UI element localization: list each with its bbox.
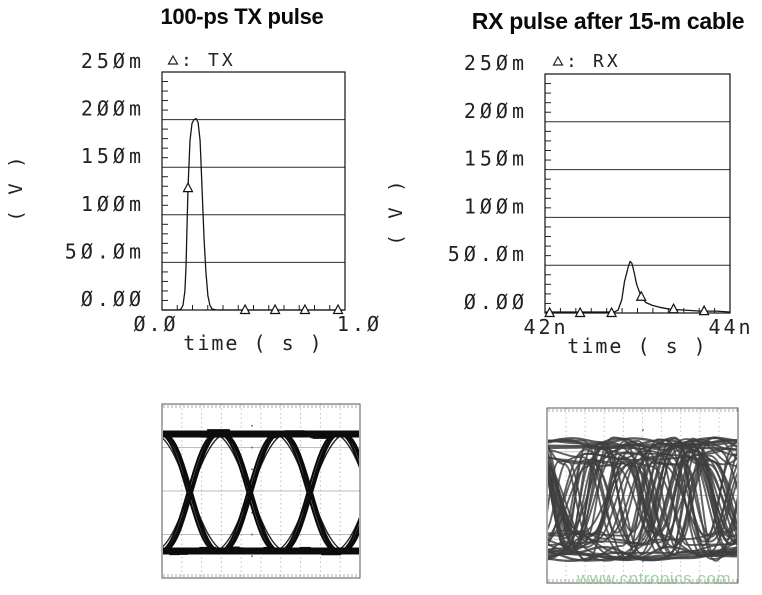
x-axis-label: time ( s ) (567, 334, 707, 358)
y-tick-label: 15Øm (464, 147, 528, 171)
scope-frame (546, 407, 739, 584)
y-tick-label: 25Øm (81, 49, 145, 73)
legend: : TX (167, 50, 236, 71)
x-tick-labels: Ø.Ø 1.Øn (133, 312, 381, 336)
x-tick-label: 42n (523, 315, 568, 339)
legend-label: TX (208, 50, 236, 71)
axis-frame (544, 73, 731, 314)
gridlines (545, 73, 730, 314)
y-tick-label: 2ØØm (81, 97, 145, 121)
data-markers (544, 290, 710, 318)
rx-eye-diagram (546, 407, 739, 584)
scope-frame (161, 403, 361, 579)
y-tick-label: 5Ø.Øm (65, 239, 145, 263)
y-tick-label: 5Ø.Øm (448, 242, 528, 266)
triangle-marker (239, 303, 251, 315)
y-axis-label: ( V ) (385, 178, 407, 245)
eye-traces (548, 436, 737, 563)
tx-pulse-chart: Ø.ØØ 5Ø.Øm 1ØØm 15Øm 2ØØm 25Øm Ø.Ø 1.Øn time ( s… (5, 49, 381, 355)
y-tick-label: Ø.ØØ (464, 290, 528, 314)
watermark: www.cntronics.com (577, 569, 731, 588)
triangle-marker (668, 302, 680, 314)
x-tick-labels: 42n 44n (523, 315, 753, 339)
tick-rows (163, 405, 357, 577)
minor-ticks (162, 81, 331, 310)
tick-rows (548, 409, 738, 582)
y-tick-labels: Ø.ØØ 5Ø.Øm 1ØØm 15Øm 2ØØm 25Øm (65, 49, 145, 311)
triangle-marker (269, 303, 281, 315)
rx-chart-title: RX pulse after 15-m cable (471, 8, 745, 34)
x-tick-label: 44n (708, 315, 753, 339)
y-tick-label: 25Øm (464, 51, 528, 75)
y-tick-label: 15Øm (81, 144, 145, 168)
legend-separator: : (181, 50, 192, 71)
legend-label: RX (593, 51, 621, 72)
legend-triangle-icon (552, 55, 564, 66)
triangle-marker (606, 306, 618, 318)
data-markers (182, 181, 344, 315)
minor-ticks (545, 83, 716, 313)
triangle-marker (182, 181, 194, 193)
x-tick-label: 1.Øn (337, 312, 381, 336)
triangle-marker (574, 306, 586, 318)
triangle-marker (635, 290, 647, 301)
y-tick-labels: Ø.ØØ 5Ø.Øm 1ØØm 15Øm 2ØØm 25Øm (448, 51, 528, 314)
legend-triangle-icon (167, 54, 179, 65)
series-path (545, 260, 731, 313)
y-tick-label: 2ØØm (464, 99, 528, 123)
legend-separator: : (566, 51, 577, 72)
eye-traces (163, 429, 359, 556)
center-reference-dots (251, 424, 253, 558)
triangle-marker (698, 304, 710, 316)
series-path (162, 117, 345, 311)
y-tick-label: Ø.ØØ (81, 287, 145, 311)
x-axis-label: time ( s ) (183, 331, 323, 355)
y-tick-label: 1ØØm (464, 194, 528, 218)
y-tick-label: 1ØØm (81, 192, 145, 216)
triangle-marker (299, 303, 311, 315)
tx-chart-title: 100-ps TX pulse (160, 4, 324, 29)
legend: : RX (552, 51, 621, 72)
triangle-marker (332, 303, 344, 315)
x-tick-label: Ø.Ø (133, 312, 178, 336)
y-axis-label: ( V ) (5, 154, 27, 221)
tx-eye-diagram (161, 403, 361, 579)
triangle-marker (544, 306, 556, 318)
